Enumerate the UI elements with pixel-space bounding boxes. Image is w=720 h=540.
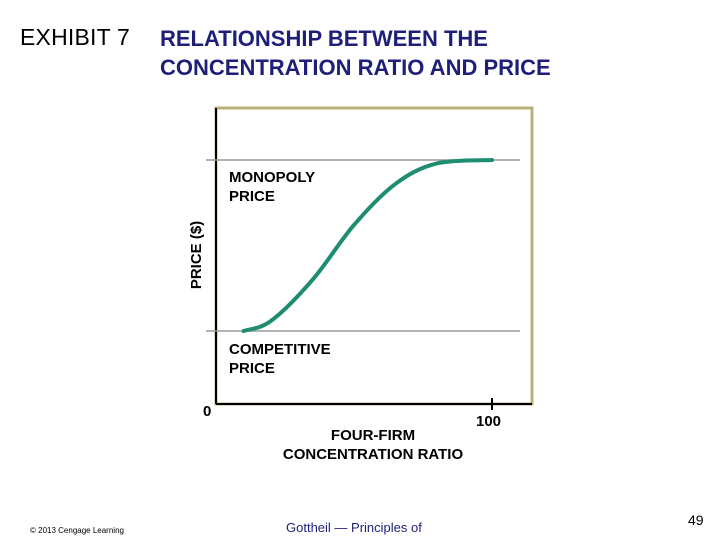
x-axis-label-line-2: CONCENTRATION RATIO	[283, 446, 464, 463]
slide-title: RELATIONSHIP BETWEEN THE CONCENTRATION R…	[160, 24, 551, 82]
y-axis-label: PRICE ($)	[188, 221, 205, 289]
page-number: 49	[688, 512, 704, 528]
title-line-1: RELATIONSHIP BETWEEN THE	[160, 26, 488, 51]
price-curve	[241, 158, 494, 333]
monopoly-label-line-1: MONOPOLY	[229, 169, 315, 186]
origin-label: 0	[203, 403, 211, 420]
footer-text: Gottheil — Principles of	[286, 520, 422, 535]
copyright-text: © 2013 Cengage Learning	[30, 526, 124, 535]
title-line-2: CONCENTRATION RATIO AND PRICE	[160, 55, 551, 80]
competitive-label-line-1: COMPETITIVE	[229, 341, 331, 358]
monopoly-label-line-2: PRICE	[229, 188, 275, 205]
exhibit-label: EXHIBIT 7	[20, 24, 131, 50]
competitive-label-line-2: PRICE	[229, 360, 275, 377]
x-end-label: 100	[476, 413, 501, 430]
chart: MONOPOLY PRICE COMPETITIVE PRICE PRICE (…	[188, 106, 534, 463]
x-axis-label-line-1: FOUR-FIRM	[331, 427, 415, 444]
